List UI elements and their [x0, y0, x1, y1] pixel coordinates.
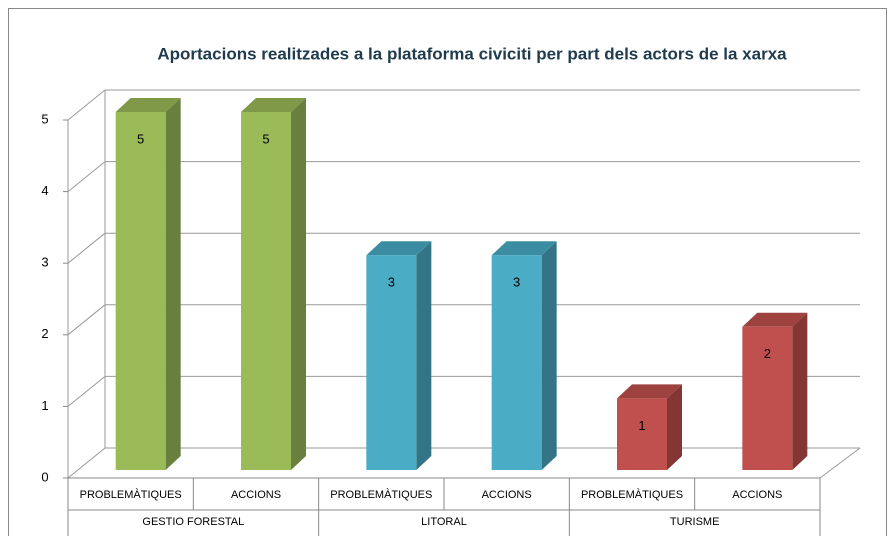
grid-line-side: [67, 447, 106, 479]
bar-side: [165, 98, 181, 470]
grid-line-side: [67, 161, 106, 192]
data-label: 1: [638, 418, 645, 433]
bar-side: [792, 312, 808, 470]
x-tick-label: ACCIONS: [732, 489, 782, 501]
bar-side: [541, 241, 557, 470]
data-label: 5: [262, 131, 269, 146]
bar-top: [742, 312, 808, 327]
bar: [742, 326, 793, 470]
x-tick-label: PROBLEMÀTIQUES: [581, 488, 683, 501]
bar-top: [617, 384, 682, 399]
floor-edge: [819, 447, 861, 479]
y-tick-label: 2: [41, 326, 48, 341]
bar-top: [115, 98, 181, 112]
data-label: 3: [388, 275, 395, 290]
grid-line-side: [67, 376, 106, 407]
y-tick-label: 1: [41, 398, 48, 413]
bar: [241, 112, 291, 470]
y-tick-label: 3: [41, 255, 48, 270]
bar-side: [291, 98, 306, 470]
data-label: 2: [764, 346, 771, 361]
data-label: 3: [513, 275, 520, 290]
bar-top: [366, 241, 432, 256]
y-tick-label: 5: [41, 111, 48, 126]
bar: [115, 112, 166, 470]
bar-top: [491, 241, 557, 256]
y-tick-label: 4: [41, 183, 48, 198]
bar-top: [241, 98, 306, 112]
grid-line-side: [67, 89, 106, 121]
group-label: LITORAL: [421, 516, 467, 528]
group-label: TURISME: [670, 516, 720, 528]
group-label: GESTIO FORESTAL: [142, 516, 244, 528]
y-tick-label: 0: [41, 469, 48, 484]
data-label: 5: [137, 131, 144, 146]
grid-line-side: [67, 232, 106, 264]
bar-side: [667, 384, 682, 470]
bar: [617, 398, 667, 470]
grid-line-side: [67, 304, 106, 336]
x-tick-label: ACCIONS: [231, 489, 281, 501]
bar: [491, 255, 542, 470]
bar: [366, 255, 417, 470]
chart-title: Aportacions realitzades a la plataforma …: [157, 44, 787, 63]
bar-side: [416, 241, 432, 470]
x-tick-label: PROBLEMÀTIQUES: [330, 488, 432, 501]
x-tick-label: PROBLEMÀTIQUES: [80, 488, 182, 501]
x-tick-label: ACCIONS: [482, 489, 532, 501]
